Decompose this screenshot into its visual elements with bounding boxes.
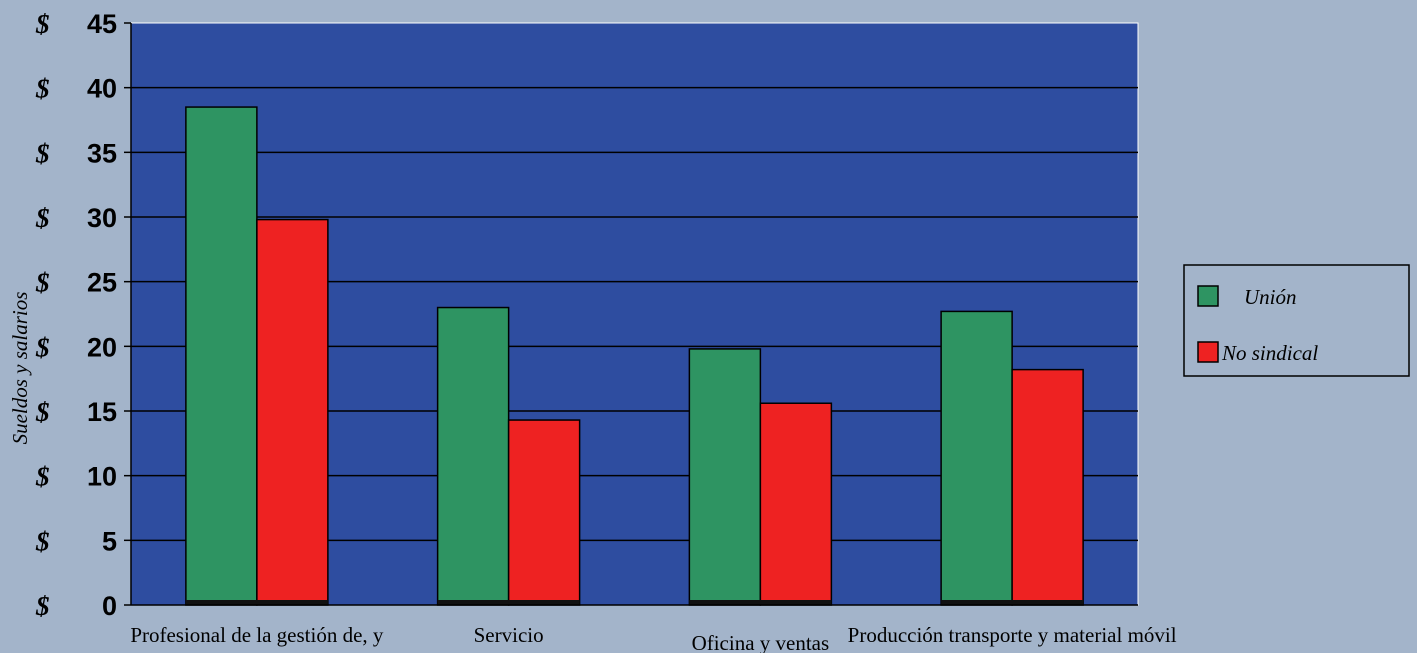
x-axis: Profesional de la gestión de, y Servicio O… bbox=[130, 623, 1176, 653]
legend-box bbox=[1183, 264, 1410, 377]
bar-base bbox=[689, 600, 832, 605]
legend: Unión No sindical bbox=[1183, 264, 1410, 377]
legend-swatch-union bbox=[1197, 285, 1219, 307]
bar-no-sindical bbox=[256, 218, 329, 606]
y-tick-label: 45 bbox=[87, 9, 117, 39]
x-category-label: Oficina y ventas bbox=[692, 631, 830, 653]
y-axis: $0 $ 5 $ 10 $ 15 $ 20 $ 25 $ 30 $ 35 $ 40 $ 45 bbox=[35, 9, 1138, 621]
y-tick-prefix: $ bbox=[35, 462, 50, 492]
y-tick-prefix: $ bbox=[35, 138, 50, 168]
legend-label-no-sindical: No sindical bbox=[1221, 341, 1318, 365]
bar-base bbox=[185, 600, 328, 605]
y-tick-prefix: $ bbox=[35, 591, 50, 621]
y-tick-label: 40 bbox=[87, 74, 117, 104]
y-tick-label: 30 bbox=[87, 203, 117, 233]
y-axis-label: Sueldos y salarios bbox=[8, 292, 32, 445]
bar-no-sindical bbox=[507, 419, 581, 606]
y-tick-prefix: $ bbox=[35, 397, 50, 427]
y-tick-label: 10 bbox=[87, 462, 117, 492]
bar-union bbox=[185, 106, 258, 606]
x-category-label: Profesional de la gestión de, y bbox=[130, 623, 384, 647]
y-tick-label: 20 bbox=[87, 332, 117, 362]
x-category-label: Producción transporte y material móvil bbox=[848, 623, 1177, 647]
y-tick-prefix: $ bbox=[35, 9, 50, 39]
bar-base bbox=[437, 600, 580, 605]
bars bbox=[185, 106, 1084, 606]
bar-base bbox=[941, 600, 1084, 605]
y-tick-label: 0 bbox=[102, 591, 117, 621]
y-tick-prefix: $ bbox=[35, 74, 50, 104]
bar-no-sindical bbox=[759, 402, 833, 606]
y-tick-label: 15 bbox=[87, 397, 117, 427]
bar-no-sindical bbox=[1011, 368, 1084, 606]
legend-swatch-no-sindical bbox=[1197, 341, 1219, 363]
bar-union bbox=[436, 306, 510, 606]
x-category-label: Servicio bbox=[474, 623, 544, 647]
y-tick-prefix: $ bbox=[35, 203, 50, 233]
legend-label-union: Unión bbox=[1244, 285, 1297, 309]
y-tick-label: 35 bbox=[87, 138, 117, 168]
bar-union bbox=[688, 348, 762, 606]
y-tick-prefix: $ bbox=[35, 526, 50, 556]
y-tick-label: 5 bbox=[102, 526, 117, 556]
y-tick-prefix: $ bbox=[35, 268, 50, 298]
y-tick-prefix: $ bbox=[35, 332, 50, 362]
y-tick-label: 25 bbox=[87, 268, 117, 298]
bar-union bbox=[940, 310, 1013, 606]
